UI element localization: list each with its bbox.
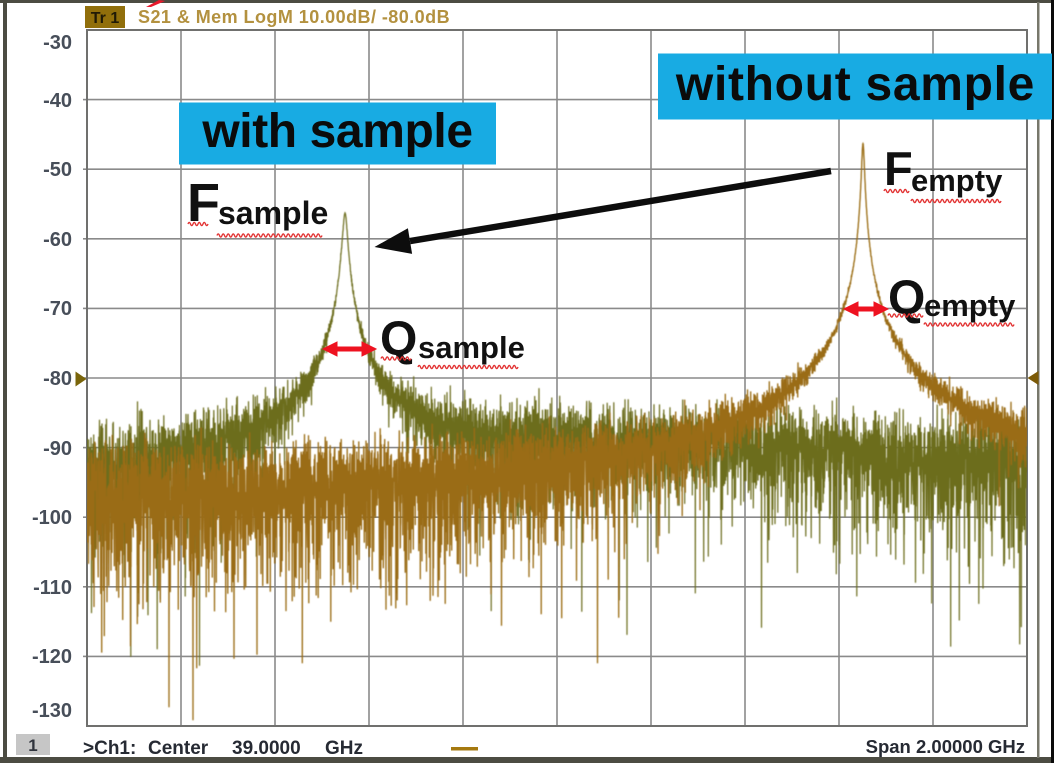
svg-text:GHz: GHz <box>325 738 363 759</box>
svg-text:-100: -100 <box>32 507 72 529</box>
svg-text:-80: -80 <box>43 368 72 390</box>
svg-text:without sample: without sample <box>675 58 1035 111</box>
svg-text:-40: -40 <box>43 90 72 112</box>
svg-text:with sample: with sample <box>201 105 472 158</box>
svg-text:-50: -50 <box>43 159 72 181</box>
svg-text:-70: -70 <box>43 298 72 320</box>
svg-text:-130: -130 <box>32 700 72 722</box>
svg-text:sample: sample <box>418 330 525 365</box>
svg-text:sample: sample <box>218 195 328 231</box>
svg-text:-120: -120 <box>32 646 72 668</box>
svg-text:1: 1 <box>28 736 37 755</box>
svg-text:Center: Center <box>148 738 209 759</box>
svg-text:F: F <box>884 142 913 195</box>
svg-text:empty: empty <box>924 288 1016 323</box>
svg-text:Span 2.00000 GHz: Span 2.00000 GHz <box>866 736 1025 757</box>
svg-text:-30: -30 <box>43 32 72 54</box>
svg-text:-110: -110 <box>33 577 72 599</box>
svg-text:Tr 1: Tr 1 <box>91 10 120 27</box>
svg-text:empty: empty <box>911 163 1003 198</box>
svg-text:S21 & Mem LogM 10.00dB/ -80.0: S21 & Mem LogM 10.00dB/ -80.0dB <box>138 7 450 27</box>
svg-text:-90: -90 <box>43 438 72 460</box>
svg-text:Q: Q <box>888 272 925 325</box>
svg-text:>Ch1:: >Ch1: <box>83 738 136 759</box>
svg-text:-60: -60 <box>43 229 72 251</box>
svg-text:39.0000: 39.0000 <box>232 738 301 759</box>
